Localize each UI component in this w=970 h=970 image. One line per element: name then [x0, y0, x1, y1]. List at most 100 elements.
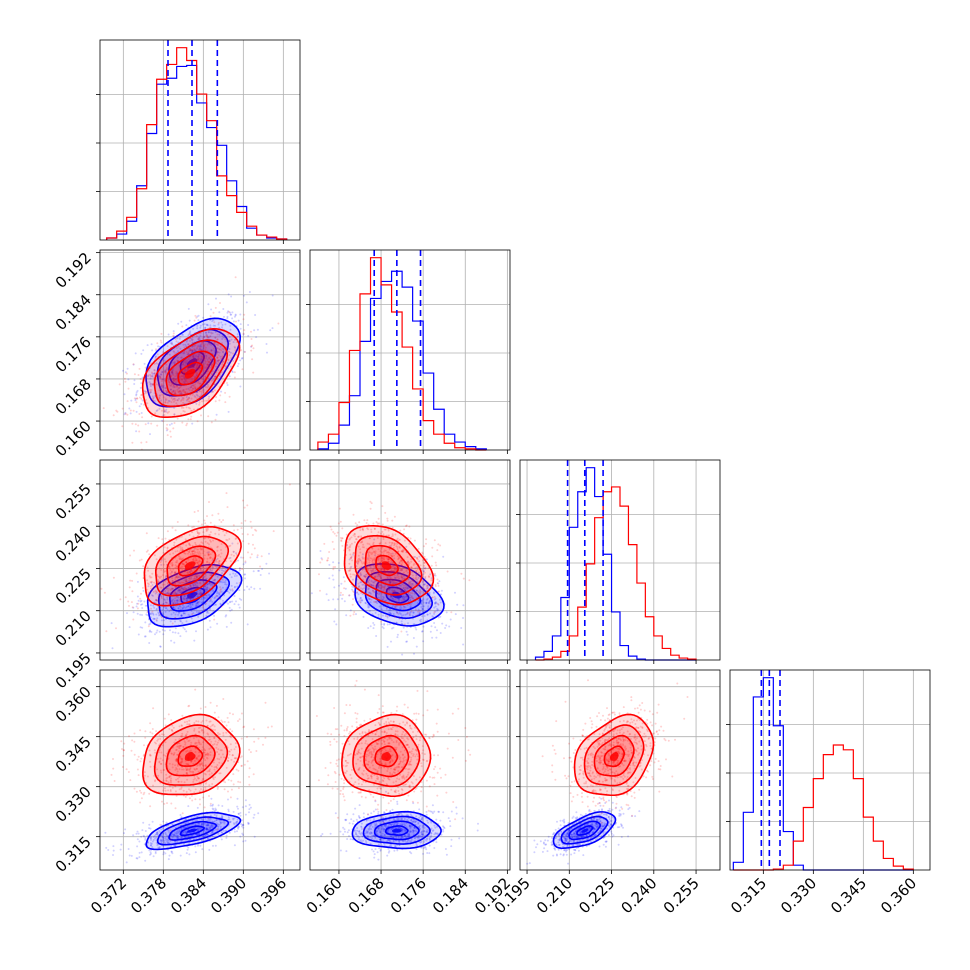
scatter-point	[414, 583, 417, 586]
scatter-point	[176, 574, 179, 577]
scatter-point	[374, 601, 377, 603]
scatter-point	[239, 313, 242, 316]
scatter-point	[388, 548, 391, 551]
scatter-point	[171, 371, 173, 374]
scatter-point	[184, 391, 186, 394]
scatter-point	[213, 321, 216, 324]
scatter-point	[204, 383, 206, 386]
scatter-point	[352, 551, 355, 554]
scatter-point	[268, 572, 271, 575]
scatter-point	[217, 512, 220, 515]
scatter-point	[153, 617, 156, 620]
scatter-point	[226, 315, 229, 318]
scatter-point	[393, 566, 396, 569]
scatter-point	[171, 631, 174, 634]
scatter-point	[187, 398, 190, 401]
scatter-point	[229, 560, 232, 563]
scatter-point	[217, 323, 220, 326]
scatter-point	[205, 399, 208, 402]
scatter-point	[205, 577, 208, 580]
scatter-point	[352, 534, 355, 537]
scatter-point	[370, 583, 373, 586]
scatter-point	[194, 557, 197, 560]
scatter-point	[178, 368, 181, 371]
scatter-point	[415, 589, 418, 592]
scatter-point	[387, 553, 390, 556]
scatter-point	[390, 640, 392, 643]
scatter-point	[156, 833, 159, 836]
scatter-point	[207, 528, 209, 531]
scatter-point	[398, 577, 401, 580]
scatter-point	[197, 833, 200, 836]
scatter-point	[208, 581, 211, 584]
scatter-point	[462, 577, 465, 580]
scatter-point	[226, 590, 229, 593]
scatter-point	[383, 549, 386, 552]
scatter-point	[211, 583, 214, 586]
scatter-point	[153, 581, 155, 584]
scatter-point	[189, 553, 192, 556]
scatter-point	[232, 572, 235, 575]
scatter-point	[424, 567, 427, 570]
scatter-point	[204, 575, 207, 578]
scatter-point	[425, 601, 428, 604]
scatter-point	[381, 559, 384, 562]
scatter-point	[184, 836, 187, 839]
scatter-point	[403, 588, 406, 591]
scatter-point	[358, 585, 361, 588]
scatter-point	[166, 547, 169, 550]
scatter-point	[133, 549, 135, 552]
scatter-point	[227, 810, 230, 813]
scatter-point	[368, 543, 371, 546]
scatter-point	[209, 828, 211, 830]
scatter-point	[195, 604, 198, 607]
scatter-point	[196, 345, 199, 348]
scatter-point	[203, 358, 206, 361]
scatter-point	[170, 375, 172, 377]
scatter-point	[134, 399, 137, 402]
scatter-point	[190, 570, 193, 573]
scatter-point	[209, 556, 212, 559]
scatter-point	[141, 416, 144, 419]
scatter-point	[201, 355, 204, 358]
scatter-point	[359, 566, 362, 569]
scatter-point	[211, 363, 214, 366]
scatter-point	[203, 335, 206, 338]
scatter-point	[167, 603, 170, 606]
scatter-point	[434, 602, 436, 605]
scatter-point	[203, 575, 206, 578]
scatter-point	[194, 551, 197, 554]
scatter-point	[218, 351, 221, 354]
scatter-point	[382, 595, 385, 598]
scatter-point	[368, 609, 371, 612]
scatter-point	[188, 551, 191, 554]
scatter-point	[380, 584, 383, 587]
scatter-point	[180, 581, 183, 584]
scatter-point	[436, 607, 439, 610]
scatter-point	[339, 520, 342, 523]
scatter-point	[397, 612, 400, 615]
contour-blue	[146, 563, 243, 628]
scatter-point	[153, 372, 156, 375]
scatter-point	[153, 372, 156, 375]
scatter-point	[213, 618, 216, 621]
scatter-point	[242, 333, 245, 336]
scatter-point	[196, 530, 199, 533]
scatter-point	[209, 546, 212, 549]
scatter-point	[182, 361, 185, 364]
scatter-point	[400, 568, 403, 571]
scatter-point	[215, 413, 218, 416]
scatter-point	[197, 364, 199, 366]
pair-marks	[104, 688, 273, 864]
scatter-point	[203, 365, 205, 368]
scatter-point	[210, 421, 213, 424]
scatter-point	[212, 390, 214, 393]
scatter-point	[236, 818, 239, 821]
scatter-point	[437, 590, 440, 593]
scatter-point	[227, 545, 230, 548]
scatter-point	[142, 349, 145, 352]
contour-red	[143, 525, 242, 607]
scatter-point	[145, 550, 148, 553]
scatter-point	[115, 409, 118, 412]
scatter-point	[387, 557, 390, 560]
